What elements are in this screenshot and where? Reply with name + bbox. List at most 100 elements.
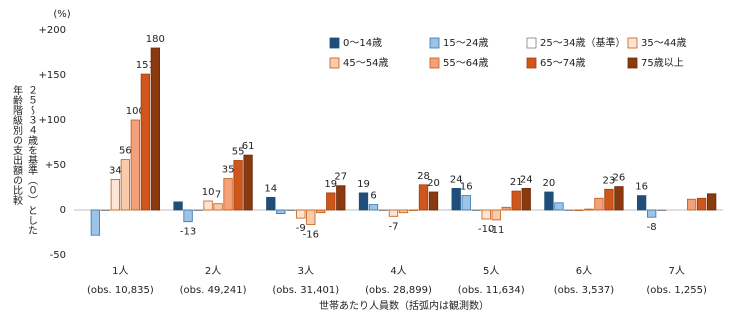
data-label: -9 xyxy=(296,223,306,234)
legend-swatch xyxy=(429,57,440,69)
x-tick-label: 1人 xyxy=(112,265,128,277)
bar xyxy=(100,209,111,211)
bar xyxy=(326,192,336,211)
y-tick-label: +200 xyxy=(39,25,66,36)
data-label: 56 xyxy=(119,146,132,157)
bar xyxy=(418,184,429,211)
data-label: 10 xyxy=(202,187,215,198)
bar xyxy=(686,198,697,211)
data-label: 6 xyxy=(370,191,376,202)
bar xyxy=(646,209,657,218)
data-label: -7 xyxy=(389,221,399,232)
bar xyxy=(554,202,564,211)
bar xyxy=(120,159,131,211)
bar xyxy=(296,209,306,219)
legend-swatch xyxy=(429,37,440,49)
data-label: 151 xyxy=(136,60,155,71)
data-label: -10 xyxy=(478,224,494,235)
bar xyxy=(150,47,161,211)
data-label: 21 xyxy=(510,177,523,188)
bar xyxy=(110,178,121,211)
data-label: -13 xyxy=(180,227,196,238)
data-label: 7 xyxy=(215,190,221,201)
bar xyxy=(306,209,316,225)
bar xyxy=(130,119,141,211)
x-tick-note: (obs. 10,835) xyxy=(87,285,154,296)
bar xyxy=(408,209,419,211)
legend-label: 65～74歳 xyxy=(540,57,585,69)
data-label: 23 xyxy=(603,175,616,186)
bar xyxy=(428,191,439,211)
bar xyxy=(564,209,574,211)
legend-swatch xyxy=(627,57,638,69)
bar xyxy=(471,209,481,211)
data-label: 14 xyxy=(264,183,277,194)
bar xyxy=(388,209,399,217)
legend-swatch xyxy=(329,57,340,69)
data-label: 19 xyxy=(357,179,370,190)
data-label: -8 xyxy=(647,222,657,233)
y-tick-label: +50 xyxy=(45,160,66,171)
bar xyxy=(656,209,667,211)
y-axis-title: ２５～３４歳を基準（０）とした xyxy=(26,85,38,235)
bar xyxy=(266,196,276,211)
data-label: 16 xyxy=(460,182,473,193)
bar xyxy=(368,204,379,211)
x-tick-label: 3人 xyxy=(298,265,314,277)
bar xyxy=(491,209,501,221)
legend-swatch xyxy=(329,37,340,49)
bar xyxy=(203,200,213,211)
x-axis-title: 世帯あたり人員数（括弧内は観測数） xyxy=(319,299,489,312)
bar xyxy=(213,203,223,211)
bar xyxy=(243,154,253,211)
bar xyxy=(706,193,717,211)
data-label: 24 xyxy=(520,174,533,185)
bar xyxy=(378,209,389,211)
x-tick-note: (obs. 28,899) xyxy=(365,285,432,296)
data-label: 100 xyxy=(126,106,145,117)
data-label: 20 xyxy=(427,178,440,189)
bar xyxy=(696,197,707,211)
bar xyxy=(276,209,286,214)
x-tick-label: 6人 xyxy=(576,265,592,277)
bar xyxy=(451,187,461,211)
y-tick-label: +150 xyxy=(39,70,66,81)
data-label: -11 xyxy=(488,225,504,236)
bar xyxy=(594,197,604,211)
bar xyxy=(223,178,233,211)
data-label: 35 xyxy=(222,165,235,176)
legend-swatch xyxy=(526,57,537,69)
data-label: 34 xyxy=(109,165,122,176)
bar xyxy=(233,160,243,211)
bar xyxy=(140,73,151,211)
legend-label: 25～34歳（基準） xyxy=(540,36,625,49)
data-label: 24 xyxy=(450,174,463,185)
legend-label: 35～44歳 xyxy=(641,37,686,49)
bar xyxy=(544,191,554,211)
y-tick-label: +100 xyxy=(39,115,66,126)
data-label: -16 xyxy=(303,229,319,240)
y-tick-label: -50 xyxy=(50,250,66,261)
bar xyxy=(461,195,471,211)
x-tick-note: (obs. 1,255) xyxy=(646,285,707,296)
x-tick-label: 2人 xyxy=(205,265,221,277)
bar xyxy=(501,206,511,211)
data-label: 26 xyxy=(613,173,626,184)
x-tick-note: (obs. 3,537) xyxy=(554,285,615,296)
bar xyxy=(481,209,491,220)
bar xyxy=(604,188,614,211)
legend-label: 75歳以上 xyxy=(641,57,684,69)
x-tick-note: (obs. 31,401) xyxy=(272,285,339,296)
y-tick-label: 0 xyxy=(60,205,66,216)
legend-swatch xyxy=(526,37,537,49)
bar xyxy=(614,186,624,211)
x-tick-label: 5人 xyxy=(483,265,499,277)
bar xyxy=(183,209,193,223)
bar xyxy=(193,209,203,211)
data-label: 16 xyxy=(635,182,648,193)
x-tick-note: (obs. 49,241) xyxy=(180,285,247,296)
bar xyxy=(584,208,594,211)
bar xyxy=(521,187,531,211)
legend-label: 45～54歳 xyxy=(343,57,388,69)
